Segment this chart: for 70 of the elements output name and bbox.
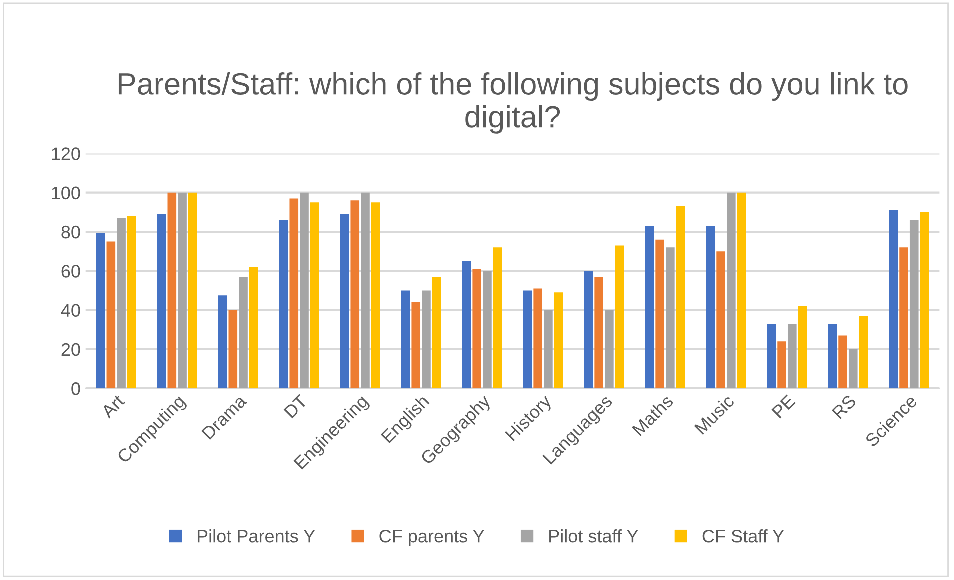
bar bbox=[778, 342, 786, 389]
bar bbox=[178, 192, 187, 389]
bar bbox=[350, 200, 360, 389]
chart-title: Parents/Staff: which of the following subjects do you link to digital? bbox=[118, 72, 908, 134]
y-tick-label: 120 bbox=[52, 148, 80, 160]
bar bbox=[666, 248, 675, 389]
x-tick-label: PE bbox=[772, 394, 796, 419]
bar bbox=[656, 240, 664, 389]
bar bbox=[594, 277, 604, 389]
bar bbox=[168, 192, 177, 389]
bar bbox=[483, 271, 492, 389]
bar bbox=[218, 296, 228, 389]
bar bbox=[412, 302, 421, 389]
bar bbox=[737, 192, 746, 389]
bar bbox=[838, 336, 848, 389]
legend-label: Pilot Parents Y bbox=[198, 530, 316, 543]
bar bbox=[249, 267, 258, 389]
bar bbox=[96, 232, 106, 389]
y-tick-label: 20 bbox=[62, 343, 80, 356]
bar bbox=[645, 226, 654, 389]
bar bbox=[228, 310, 238, 389]
bar bbox=[432, 277, 442, 389]
bar bbox=[584, 271, 594, 389]
bar bbox=[676, 206, 686, 389]
bar bbox=[361, 192, 370, 389]
bar bbox=[300, 192, 309, 389]
bar bbox=[310, 202, 320, 389]
bar bbox=[472, 269, 482, 389]
bar bbox=[340, 214, 350, 389]
bar bbox=[117, 218, 126, 389]
bar bbox=[279, 220, 288, 389]
y-tick-label: 0 bbox=[72, 382, 80, 396]
legend-label: Pilot staff Y bbox=[550, 530, 638, 543]
bar bbox=[706, 226, 716, 389]
bar bbox=[788, 324, 797, 389]
bar bbox=[910, 220, 919, 389]
bar bbox=[767, 324, 776, 389]
bar bbox=[290, 198, 299, 389]
y-tick-label: 60 bbox=[62, 265, 80, 278]
bar bbox=[848, 349, 858, 389]
bar bbox=[554, 292, 564, 389]
bar bbox=[523, 290, 532, 389]
bar bbox=[239, 277, 248, 389]
bar bbox=[544, 310, 553, 389]
bar bbox=[493, 248, 502, 389]
bar bbox=[422, 290, 431, 389]
bar bbox=[605, 310, 614, 389]
bar bbox=[401, 290, 410, 389]
bar bbox=[828, 324, 838, 389]
bar bbox=[615, 246, 624, 389]
bar bbox=[900, 248, 908, 389]
legend-label: CF parents Y bbox=[380, 530, 484, 546]
y-tick-label: 40 bbox=[61, 304, 80, 318]
bar bbox=[859, 316, 868, 389]
legend-label: CF Staff Y bbox=[702, 530, 784, 543]
bar bbox=[157, 214, 166, 389]
y-tick-label: 100 bbox=[52, 186, 80, 200]
bar bbox=[534, 288, 542, 389]
bar bbox=[716, 252, 726, 389]
bar bbox=[188, 192, 198, 389]
x-tick-label: RS bbox=[832, 394, 857, 420]
bar bbox=[727, 192, 736, 389]
bar bbox=[371, 202, 380, 389]
y-tick-label: 80 bbox=[62, 226, 80, 239]
bar bbox=[106, 242, 116, 389]
bar bbox=[889, 210, 898, 389]
bar bbox=[462, 261, 472, 389]
bar bbox=[798, 306, 808, 389]
bar bbox=[920, 212, 930, 389]
bar bbox=[128, 216, 136, 389]
